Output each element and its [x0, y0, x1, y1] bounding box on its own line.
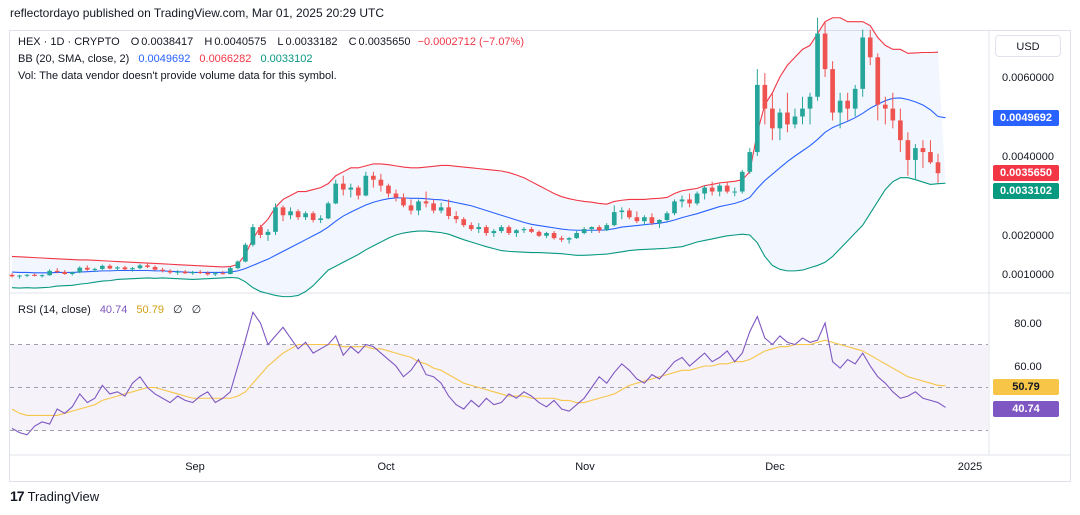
- bb-mid-tag: 0.0049692: [993, 110, 1059, 126]
- bb-legend: BB (20, SMA, close, 2) 0.0049692 0.00662…: [18, 53, 312, 65]
- rsi-div-2: ∅: [191, 304, 202, 316]
- symbol-name[interactable]: HEX · 1D · CRYPTO: [18, 36, 120, 48]
- bb-upper-value: 0.0066282: [199, 53, 252, 65]
- tradingview-brand: TradingView: [27, 488, 100, 504]
- tradingview-logo-icon: 17: [10, 488, 25, 504]
- ohlc-low-label: L: [277, 36, 284, 48]
- rsi-legend-value: 40.74: [99, 304, 128, 316]
- rsi-legend: RSI (14, close) 40.74 50.79 ∅ ∅: [18, 303, 201, 316]
- bb-lower-value: 0.0033102: [260, 53, 313, 65]
- price-change: −0.0002712 (−7.07%): [417, 36, 524, 48]
- ohlc-open-label: O: [130, 36, 140, 48]
- ohlc-close: 0.0035650: [358, 36, 411, 48]
- close-price-tag: 0.0035650: [993, 165, 1059, 181]
- ohlc-high-label: H: [204, 36, 213, 48]
- rsi-ma-tag: 50.79: [993, 379, 1059, 395]
- chart-frame: [9, 30, 1071, 482]
- ohlc-low: 0.0033182: [285, 36, 338, 48]
- vol-legend: Vol: The data vendor doesn't provide vol…: [18, 70, 337, 82]
- tradingview-logo[interactable]: 17 TradingView: [10, 488, 99, 504]
- bb-lower-tag: 0.0033102: [993, 183, 1059, 199]
- bb-mid-value: 0.0049692: [138, 53, 191, 65]
- rsi-value-tag: 40.74: [993, 401, 1059, 417]
- publish-info: reflectordayo published on TradingView.c…: [10, 6, 384, 20]
- rsi-div-1: ∅: [173, 304, 183, 316]
- ohlc-open: 0.0038417: [141, 36, 194, 48]
- ohlc-high: 0.0040575: [214, 36, 267, 48]
- ohlc-close-label: C: [348, 36, 357, 48]
- rsi-label[interactable]: RSI (14, close): [18, 304, 91, 316]
- symbol-legend: HEX · 1D · CRYPTO O 0.0038417 H 0.0040575 …: [18, 36, 524, 48]
- bb-label[interactable]: BB (20, SMA, close, 2): [18, 53, 130, 65]
- rsi-ma-legend-value: 50.79: [136, 304, 164, 316]
- currency-button[interactable]: USD: [995, 35, 1061, 57]
